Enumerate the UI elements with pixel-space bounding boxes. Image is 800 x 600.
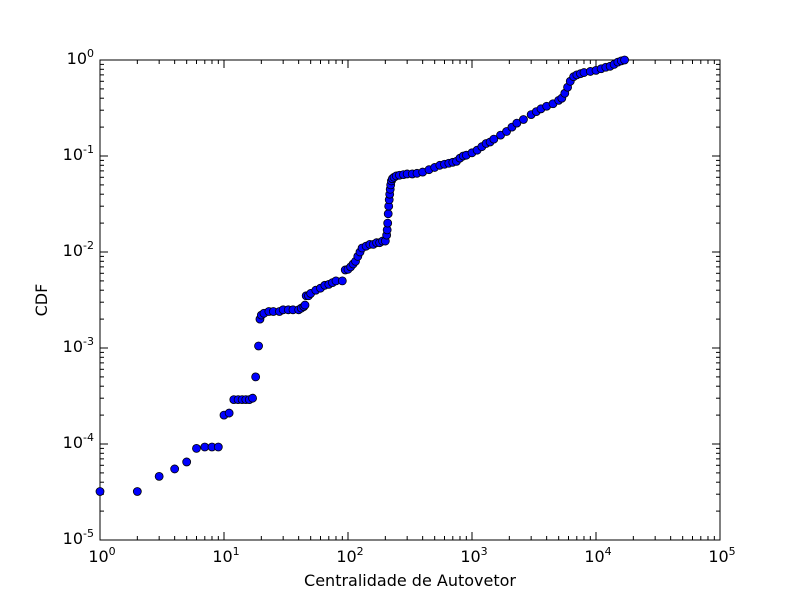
data-point: [213, 442, 223, 452]
data-point: [337, 276, 347, 286]
y-tick-label: 10-1: [63, 143, 94, 164]
data-point: [132, 487, 142, 496]
data-point: [300, 300, 310, 310]
data-point: [192, 443, 201, 453]
data-point: [620, 55, 629, 65]
data-point: [251, 372, 261, 382]
x-tick-label: 101: [212, 545, 239, 566]
data-point: [170, 464, 180, 474]
y-tick-label: 10-2: [63, 239, 94, 260]
y-tick-label: 10-4: [63, 431, 94, 452]
data-points: [95, 55, 629, 496]
y-tick-label: 10-3: [63, 335, 94, 356]
y-axis-label: CDF: [32, 284, 51, 317]
data-point: [95, 487, 105, 496]
axis-ticks: [99, 59, 721, 541]
data-point: [512, 118, 522, 128]
data-point: [383, 218, 393, 228]
x-axis-label: Centralidade de Autovetor: [304, 571, 516, 590]
y-tick-label: 100: [67, 47, 94, 68]
data-point: [182, 457, 192, 467]
data-point: [254, 341, 263, 351]
data-point: [489, 134, 499, 144]
plot-area: [99, 59, 721, 541]
x-tick-label: 102: [336, 545, 363, 566]
x-tick-labels: 100 101 102 103 104 105: [88, 545, 735, 566]
data-point: [224, 408, 234, 418]
y-tick-labels: 10-5 10-4 10-3 10-2 10-1 100: [63, 47, 94, 548]
data-point: [519, 115, 528, 124]
x-tick-label: 100: [88, 545, 115, 566]
x-tick-label: 105: [708, 545, 735, 566]
data-point: [154, 471, 164, 481]
data-point: [248, 393, 257, 403]
data-point: [383, 209, 393, 219]
x-tick-label: 104: [584, 545, 611, 566]
y-tick-label: 10-5: [63, 527, 94, 548]
x-tick-label: 103: [460, 545, 487, 566]
